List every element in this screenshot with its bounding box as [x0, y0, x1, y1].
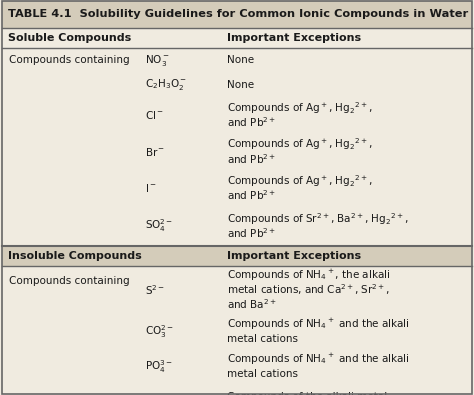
Text: $\mathregular{S^{2-}}$: $\mathregular{S^{2-}}$: [145, 283, 164, 297]
Text: TABLE 4.1  Solubility Guidelines for Common Ionic Compounds in Water: TABLE 4.1 Solubility Guidelines for Comm…: [8, 9, 468, 19]
Text: $\mathregular{NO_3^-}$: $\mathregular{NO_3^-}$: [145, 53, 169, 68]
Text: and Pb$^{2+}$: and Pb$^{2+}$: [227, 188, 276, 202]
Bar: [2, 28, 472, 48]
Text: Compounds containing: Compounds containing: [9, 55, 130, 64]
Text: Compounds of NH$_4$$^+$, the alkali: Compounds of NH$_4$$^+$, the alkali: [227, 268, 390, 283]
Text: Compounds of Ag$^+$, Hg$_2$$^{2+}$,: Compounds of Ag$^+$, Hg$_2$$^{2+}$,: [227, 100, 372, 116]
Text: metal cations: metal cations: [227, 333, 298, 344]
Text: None: None: [227, 80, 254, 90]
Bar: [2, 385, 472, 395]
Text: and Pb$^{2+}$: and Pb$^{2+}$: [227, 152, 276, 166]
Bar: [2, 266, 472, 314]
Text: None: None: [227, 55, 254, 66]
Text: Compounds of NH$_4$$^+$ and the alkali: Compounds of NH$_4$$^+$ and the alkali: [227, 352, 410, 367]
Bar: [2, 1, 472, 28]
Bar: [2, 97, 472, 134]
Text: $\mathregular{C_2H_3O_2^-}$: $\mathregular{C_2H_3O_2^-}$: [145, 77, 187, 92]
Text: Compounds of the alkali metal: Compounds of the alkali metal: [227, 391, 387, 395]
Text: $\mathregular{Br^-}$: $\mathregular{Br^-}$: [145, 146, 165, 158]
Bar: [2, 73, 472, 97]
Bar: [2, 48, 472, 73]
Text: $\mathregular{SO_4^{2-}}$: $\mathregular{SO_4^{2-}}$: [145, 218, 173, 234]
Bar: [2, 206, 472, 246]
Bar: [2, 170, 472, 206]
Text: Compounds of Ag$^+$, Hg$_2$$^{2+}$,: Compounds of Ag$^+$, Hg$_2$$^{2+}$,: [227, 137, 372, 152]
Text: $\mathregular{I^-}$: $\mathregular{I^-}$: [145, 182, 156, 194]
Text: Compounds containing: Compounds containing: [9, 276, 130, 286]
Bar: [2, 314, 472, 349]
Text: metal cations, and Ca$^{2+}$, Sr$^{2+}$,: metal cations, and Ca$^{2+}$, Sr$^{2+}$,: [227, 282, 390, 297]
Text: Important Exceptions: Important Exceptions: [227, 251, 361, 261]
Text: $\mathregular{CO_3^{2-}}$: $\mathregular{CO_3^{2-}}$: [145, 323, 173, 340]
Text: Compounds of Sr$^{2+}$, Ba$^{2+}$, Hg$_2$$^{2+}$,: Compounds of Sr$^{2+}$, Ba$^{2+}$, Hg$_2…: [227, 211, 408, 227]
Text: Soluble Compounds: Soluble Compounds: [8, 33, 131, 43]
Text: Important Exceptions: Important Exceptions: [227, 33, 361, 43]
Text: Compounds of Ag$^+$, Hg$_2$$^{2+}$,: Compounds of Ag$^+$, Hg$_2$$^{2+}$,: [227, 173, 372, 189]
Text: $\mathregular{PO_4^{3-}}$: $\mathregular{PO_4^{3-}}$: [145, 359, 173, 375]
Text: $\mathregular{Cl^-}$: $\mathregular{Cl^-}$: [145, 109, 164, 121]
Text: metal cations: metal cations: [227, 369, 298, 379]
Text: Insoluble Compounds: Insoluble Compounds: [8, 251, 142, 261]
Text: and Pb$^{2+}$: and Pb$^{2+}$: [227, 226, 276, 240]
Text: Compounds of NH$_4$$^+$ and the alkali: Compounds of NH$_4$$^+$ and the alkali: [227, 317, 410, 332]
Bar: [2, 134, 472, 170]
Bar: [2, 349, 472, 385]
Bar: [2, 246, 472, 266]
Text: and Pb$^{2+}$: and Pb$^{2+}$: [227, 116, 276, 129]
Text: and Ba$^{2+}$: and Ba$^{2+}$: [227, 297, 276, 311]
